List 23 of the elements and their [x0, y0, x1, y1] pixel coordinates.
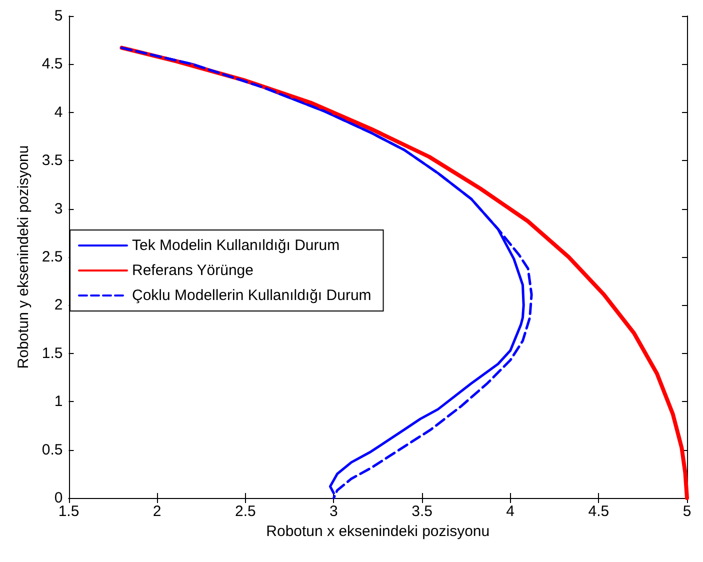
- legend-label: Referans Yörünge: [132, 262, 254, 279]
- x-tick-label: 3: [330, 503, 338, 520]
- legend-label: Tek Modelin Kullanıldığı Durum: [132, 237, 340, 254]
- x-tick-label: 5: [682, 503, 692, 520]
- legend-label: Çoklu Modellerin Kullanıldığı Durum: [132, 287, 372, 304]
- x-tick-label: 3.5: [412, 503, 432, 520]
- y-tick-label: 2: [54, 296, 63, 314]
- y-tick-label: 0: [54, 490, 63, 506]
- y-tick-label: 1.5: [42, 344, 63, 362]
- y-tick-label: 1: [54, 393, 63, 410]
- y-tick-label: 4: [54, 104, 63, 121]
- x-tick-label: 2: [152, 503, 162, 520]
- x-axis-title: Robotun x eksenindeki pozisyonu: [266, 523, 490, 540]
- x-tick-label: 2.5: [234, 503, 256, 520]
- y-tick-label: 3: [54, 200, 63, 218]
- y-axis-title: Robotun y eksenindeki pozisyonu: [15, 145, 32, 369]
- y-tick-label: 3.5: [42, 152, 63, 170]
- y-tick-label: 4.5: [42, 56, 63, 73]
- x-tick-label: 4: [506, 503, 515, 520]
- y-tick-label: 0.5: [42, 441, 63, 458]
- x-tick-label: 4.5: [588, 503, 610, 520]
- y-tick-label: 2.5: [42, 248, 63, 266]
- y-tick-label: 5: [54, 8, 63, 24]
